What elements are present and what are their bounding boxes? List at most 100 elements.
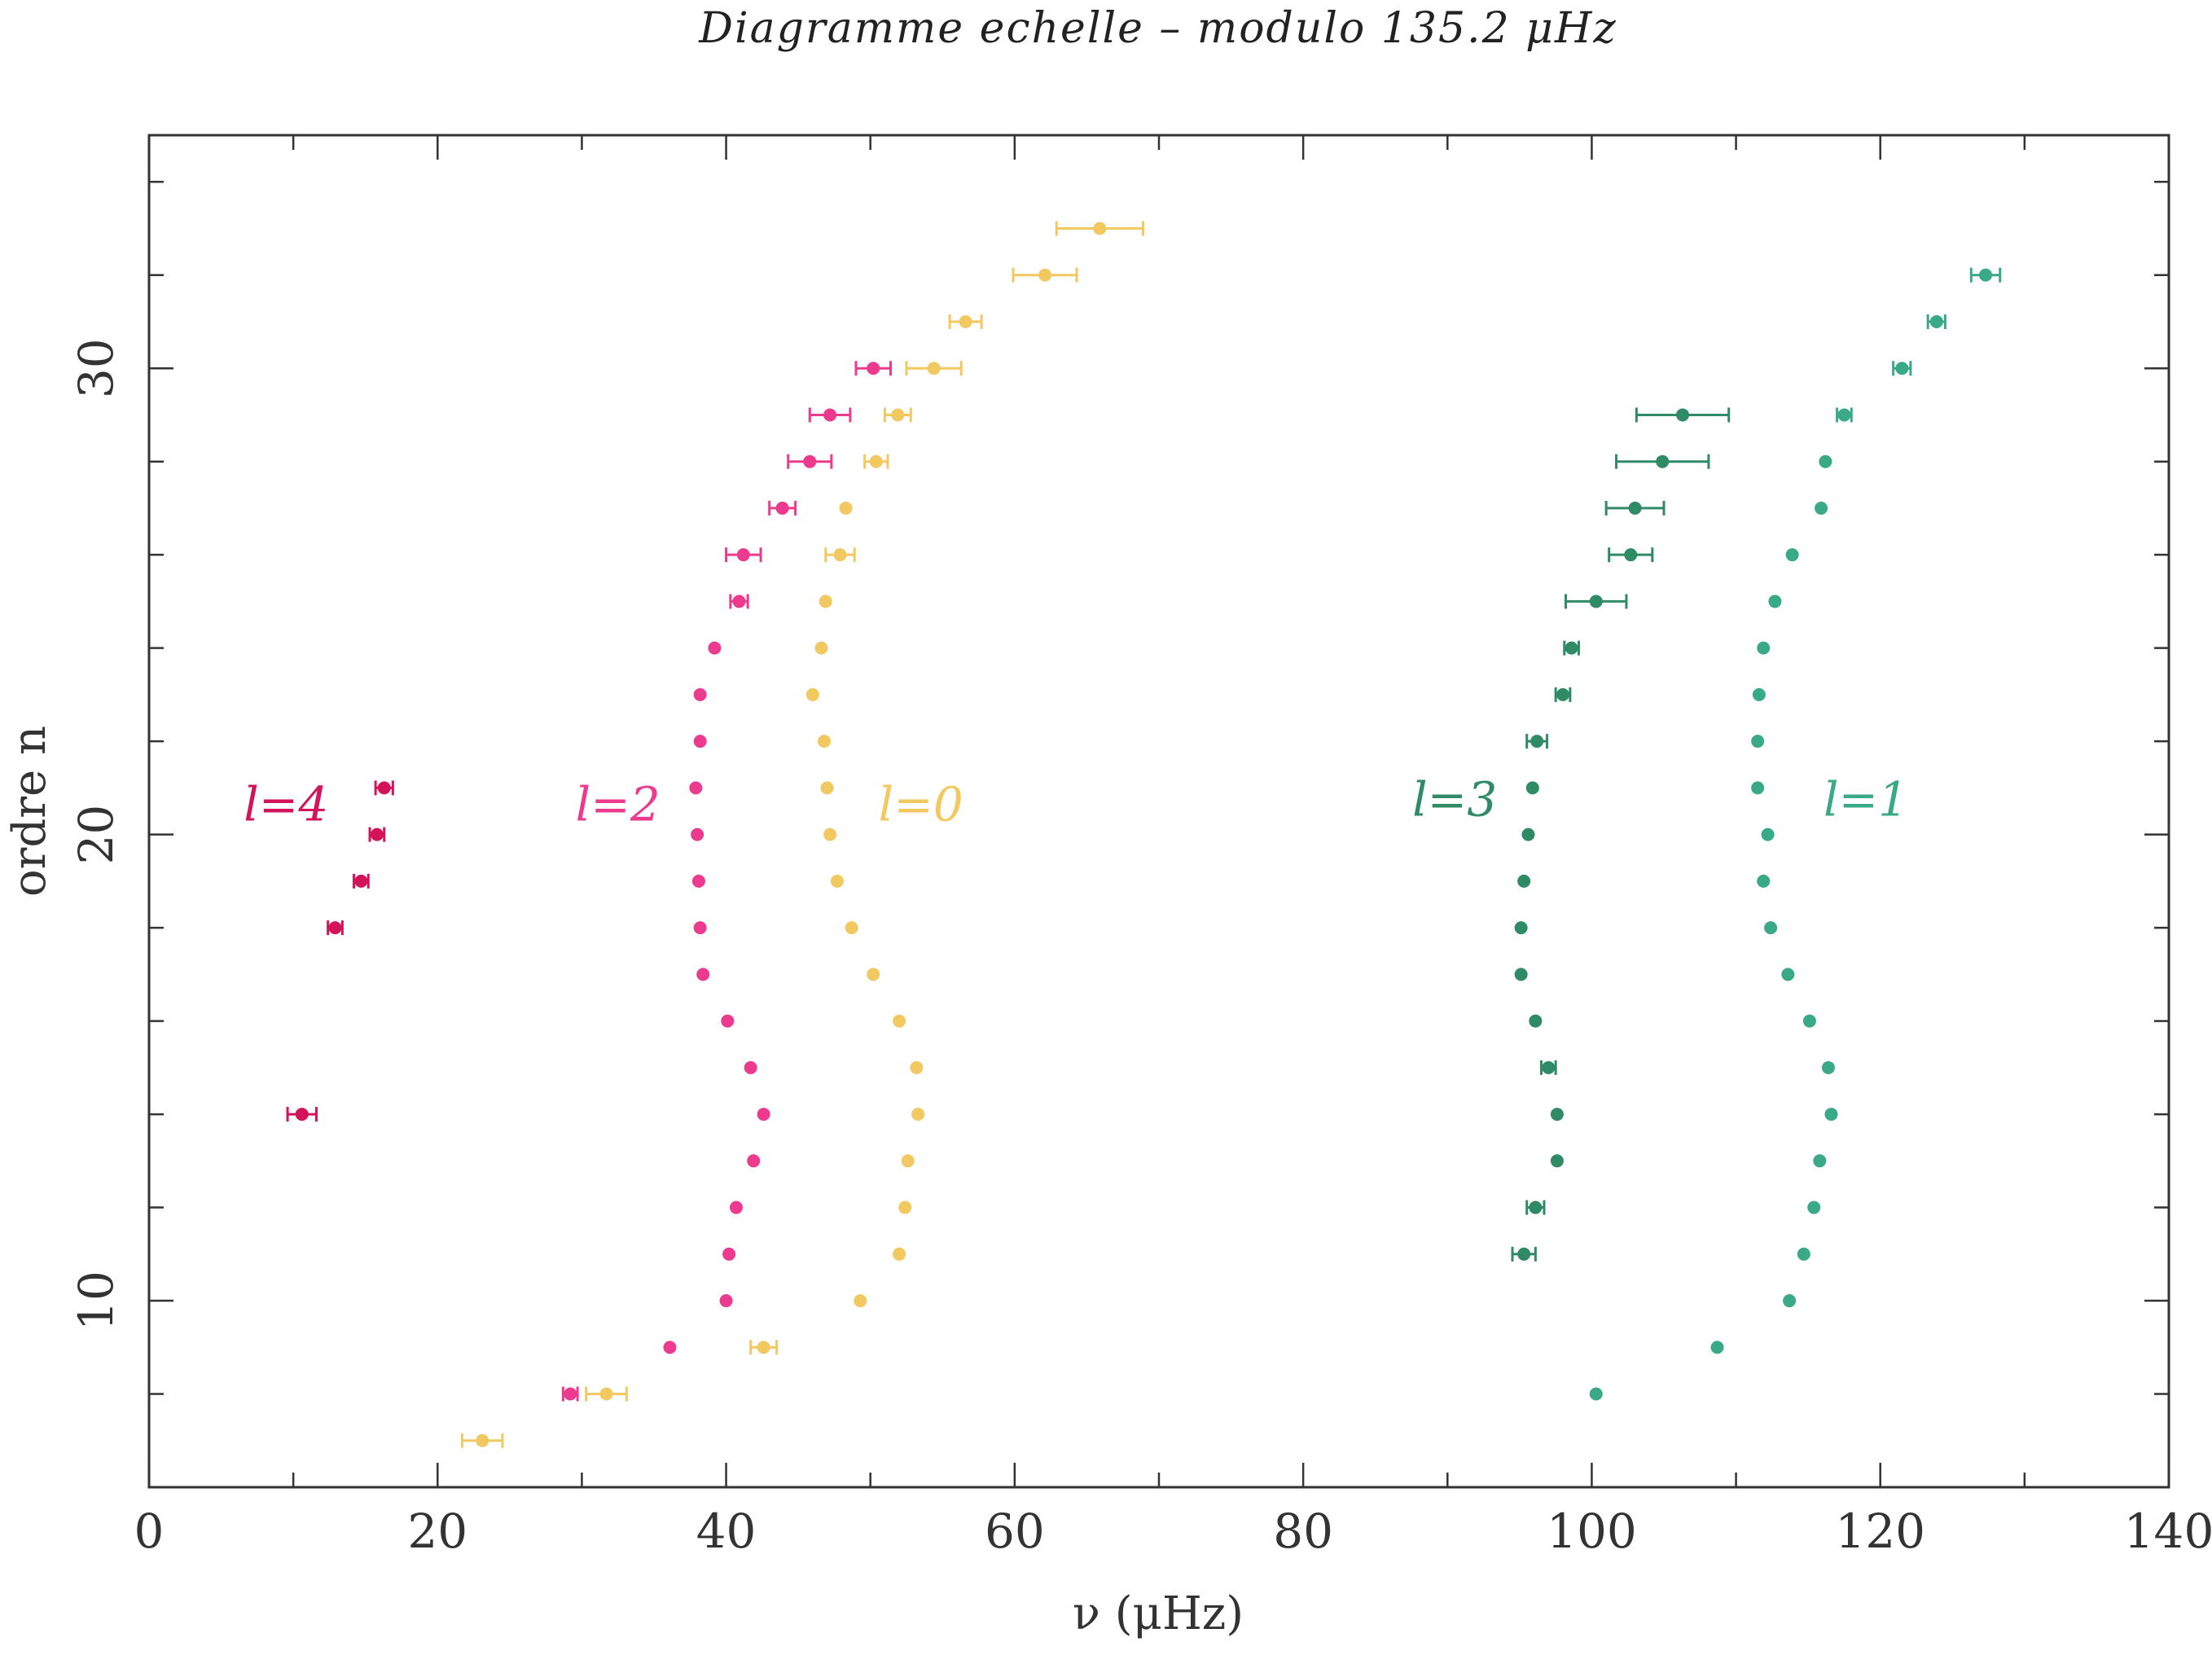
data-point xyxy=(1819,454,1832,468)
data-point xyxy=(1781,968,1795,981)
data-point xyxy=(1529,1014,1543,1028)
data-point xyxy=(1525,781,1539,795)
data-point xyxy=(1895,362,1909,375)
data-point xyxy=(901,1154,915,1168)
y-tick-label: 30 xyxy=(68,338,124,398)
data-point xyxy=(1556,687,1569,701)
series-label: l=3 xyxy=(1412,772,1497,828)
data-point xyxy=(719,1294,733,1308)
data-point xyxy=(1514,968,1528,981)
x-tick-label: 40 xyxy=(696,1504,757,1559)
data-point xyxy=(599,1387,613,1401)
x-tick-label: 120 xyxy=(1835,1504,1925,1559)
series-label: l=4 xyxy=(244,776,328,832)
x-tick-labels: 0 20 40 60 80 100 120 140 xyxy=(134,1504,2212,1559)
data-point xyxy=(1837,408,1851,422)
data-point xyxy=(1565,641,1578,655)
data-point xyxy=(693,735,707,748)
data-point xyxy=(1530,735,1544,748)
data-point xyxy=(729,1201,743,1214)
data-point xyxy=(1929,314,1943,328)
data-point xyxy=(867,362,880,375)
y-tick-label: 10 xyxy=(68,1271,124,1331)
data-point xyxy=(893,1014,906,1028)
data-point xyxy=(1517,1247,1531,1261)
x-axis-label: ν (μHz) xyxy=(1073,1587,1244,1640)
data-point xyxy=(1624,548,1638,562)
data-point xyxy=(959,314,972,328)
data-point xyxy=(1757,641,1771,655)
data-point xyxy=(891,408,905,422)
data-point xyxy=(1807,1201,1821,1214)
data-point xyxy=(1764,921,1778,935)
data-point xyxy=(898,1201,912,1214)
data-point xyxy=(845,921,858,935)
data-point xyxy=(328,921,342,935)
data-point xyxy=(854,1294,867,1308)
data-point xyxy=(867,968,880,981)
x-tick-label: 20 xyxy=(407,1504,467,1559)
data-point xyxy=(1676,408,1690,422)
data-point xyxy=(1550,1154,1564,1168)
data-point xyxy=(1550,1108,1564,1122)
data-point xyxy=(689,781,703,795)
data-point xyxy=(823,408,837,422)
data-point xyxy=(370,828,384,841)
data-point xyxy=(476,1433,489,1447)
data-point xyxy=(1751,781,1765,795)
y-tick-label: 20 xyxy=(68,805,124,865)
data-point xyxy=(757,1341,770,1354)
series-l0 xyxy=(460,221,1145,1448)
series-l2 xyxy=(561,361,893,1402)
data-point xyxy=(691,874,705,888)
x-tick-label: 140 xyxy=(2124,1504,2212,1559)
data-point xyxy=(805,687,819,701)
data-point xyxy=(1761,828,1775,841)
data-point xyxy=(377,781,391,795)
series-layer xyxy=(286,221,2002,1448)
data-point xyxy=(823,828,837,841)
data-point xyxy=(693,921,707,935)
data-point xyxy=(1529,1201,1543,1214)
data-point xyxy=(1815,501,1828,515)
data-point xyxy=(1979,268,1993,282)
data-point xyxy=(1768,595,1782,608)
data-point xyxy=(1038,268,1052,282)
series-label: l=1 xyxy=(1824,772,1908,828)
data-point xyxy=(803,454,817,468)
data-point xyxy=(354,874,368,888)
data-point xyxy=(693,687,707,701)
data-point xyxy=(911,1108,925,1122)
data-point xyxy=(1824,1108,1838,1122)
data-point xyxy=(819,595,832,608)
data-point xyxy=(910,1060,924,1074)
data-point xyxy=(1093,222,1107,235)
data-point xyxy=(708,641,722,655)
data-point xyxy=(736,548,750,562)
data-point xyxy=(820,781,834,795)
data-point xyxy=(869,454,883,468)
data-point xyxy=(732,595,746,608)
data-point xyxy=(1785,548,1799,562)
series-label: l=2 xyxy=(576,776,661,832)
data-point xyxy=(696,968,710,981)
data-point xyxy=(1514,921,1528,935)
data-point xyxy=(927,362,941,375)
series-l3 xyxy=(1511,407,1731,1262)
y-axis-label: ordre n xyxy=(3,726,56,897)
x-tick-label: 80 xyxy=(1273,1504,1333,1559)
data-point xyxy=(1821,1060,1835,1074)
axis-ticks xyxy=(147,135,2170,1487)
data-point xyxy=(1656,454,1670,468)
data-point xyxy=(1589,1387,1603,1401)
data-point xyxy=(1813,1154,1827,1168)
data-point xyxy=(775,501,789,515)
data-point xyxy=(833,548,847,562)
data-point xyxy=(564,1387,577,1401)
series-l1 xyxy=(1589,267,2002,1401)
x-tick-label: 0 xyxy=(134,1504,165,1559)
data-point xyxy=(839,501,853,515)
data-point xyxy=(1517,874,1531,888)
data-point xyxy=(722,1247,736,1261)
